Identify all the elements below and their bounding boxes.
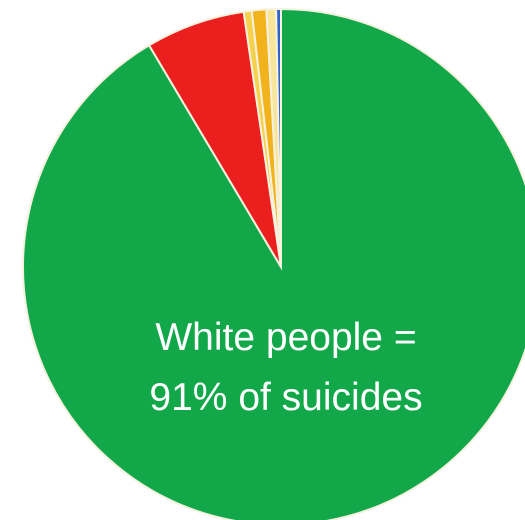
pie-slice-6 — [275, 7, 282, 268]
pie-slice-1 — [21, 7, 525, 520]
annotation-line-2: 91% of suicides — [149, 376, 422, 419]
pie-slices — [21, 7, 525, 520]
annotation-line-1: White people = — [155, 316, 416, 359]
